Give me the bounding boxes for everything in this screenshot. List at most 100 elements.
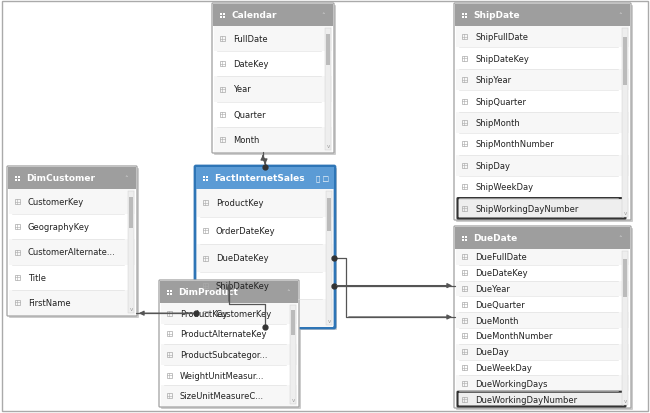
Text: ShipMonth: ShipMonth: [475, 119, 520, 128]
Text: DateKey: DateKey: [233, 60, 268, 69]
Bar: [462, 302, 467, 307]
FancyBboxPatch shape: [458, 199, 625, 219]
Text: ˄: ˄: [321, 13, 325, 19]
Bar: [456, 249, 629, 265]
FancyBboxPatch shape: [212, 4, 334, 154]
Bar: [15, 180, 17, 182]
Bar: [462, 142, 467, 147]
Text: WeightUnitMeasur...: WeightUnitMeasur...: [180, 371, 265, 380]
Bar: [166, 373, 172, 377]
Bar: [465, 240, 467, 242]
Bar: [14, 275, 20, 280]
Bar: [456, 281, 629, 297]
Bar: [214, 77, 332, 102]
Bar: [197, 217, 333, 244]
Bar: [220, 138, 224, 142]
Bar: [456, 134, 629, 155]
Text: DueDateKey: DueDateKey: [216, 254, 268, 263]
Text: CustomerKey: CustomerKey: [28, 198, 84, 206]
FancyBboxPatch shape: [159, 280, 299, 407]
Bar: [456, 177, 629, 198]
Bar: [214, 27, 332, 52]
Bar: [203, 311, 207, 316]
Text: ShipWorkingDayNumber: ShipWorkingDayNumber: [475, 204, 578, 213]
Bar: [203, 180, 205, 182]
Text: DueYear: DueYear: [475, 284, 510, 293]
Bar: [462, 318, 467, 323]
Text: ShipMonthNumber: ShipMonthNumber: [475, 140, 554, 149]
FancyBboxPatch shape: [458, 392, 625, 406]
Bar: [465, 14, 467, 16]
Bar: [128, 192, 134, 313]
Bar: [161, 324, 297, 344]
Bar: [15, 177, 17, 178]
FancyBboxPatch shape: [456, 228, 633, 410]
FancyBboxPatch shape: [9, 169, 139, 318]
Text: ShipDate: ShipDate: [473, 12, 519, 21]
Bar: [14, 300, 20, 305]
Bar: [220, 62, 224, 67]
Bar: [456, 27, 629, 48]
Bar: [14, 199, 20, 204]
Bar: [462, 334, 467, 339]
Bar: [290, 305, 296, 404]
FancyBboxPatch shape: [197, 169, 337, 330]
Bar: [326, 35, 330, 65]
Bar: [160, 281, 298, 303]
Text: DueDate: DueDate: [473, 234, 517, 243]
Text: Quarter: Quarter: [233, 110, 266, 119]
Text: Year: Year: [233, 85, 251, 94]
Text: Title: Title: [28, 273, 46, 282]
Text: FirstName: FirstName: [28, 298, 71, 307]
Bar: [9, 240, 135, 265]
Bar: [197, 272, 333, 300]
Bar: [8, 168, 136, 190]
Bar: [206, 177, 208, 178]
Bar: [18, 177, 20, 178]
Bar: [326, 192, 332, 325]
Text: ProductKey: ProductKey: [180, 309, 227, 318]
Bar: [170, 293, 172, 295]
Bar: [214, 128, 332, 153]
Bar: [14, 225, 20, 230]
Bar: [465, 236, 467, 238]
Text: ˄: ˄: [124, 176, 128, 182]
Bar: [220, 37, 224, 42]
Text: CustomerAlternate...: CustomerAlternate...: [28, 248, 116, 257]
Bar: [206, 180, 208, 182]
Bar: [18, 180, 20, 182]
Bar: [622, 29, 628, 218]
Bar: [462, 240, 464, 242]
FancyBboxPatch shape: [195, 166, 335, 328]
Bar: [462, 349, 467, 354]
Text: ShipDateKey: ShipDateKey: [475, 55, 529, 64]
Bar: [622, 252, 628, 405]
Bar: [623, 38, 627, 85]
Text: ShipQuarter: ShipQuarter: [475, 97, 526, 106]
Bar: [327, 198, 331, 232]
Text: DimCustomer: DimCustomer: [26, 174, 95, 183]
Bar: [166, 311, 172, 316]
Bar: [220, 17, 222, 19]
Text: ProductAlternateKey: ProductAlternateKey: [180, 330, 266, 339]
Bar: [462, 255, 467, 260]
Bar: [9, 265, 135, 290]
Bar: [456, 297, 629, 313]
Bar: [456, 112, 629, 134]
Bar: [456, 265, 629, 281]
Bar: [462, 206, 467, 211]
FancyBboxPatch shape: [7, 166, 137, 316]
Bar: [462, 57, 467, 62]
Text: ShipFullDate: ShipFullDate: [475, 33, 528, 42]
Text: ShipWeekDay: ShipWeekDay: [475, 183, 533, 192]
Bar: [220, 14, 222, 16]
Bar: [197, 300, 333, 327]
Bar: [166, 332, 172, 337]
Bar: [291, 310, 295, 335]
Bar: [161, 344, 297, 365]
Text: v: v: [326, 144, 330, 149]
Bar: [462, 78, 467, 83]
Text: ShipYear: ShipYear: [475, 76, 511, 85]
Bar: [462, 14, 464, 16]
Bar: [223, 14, 225, 16]
